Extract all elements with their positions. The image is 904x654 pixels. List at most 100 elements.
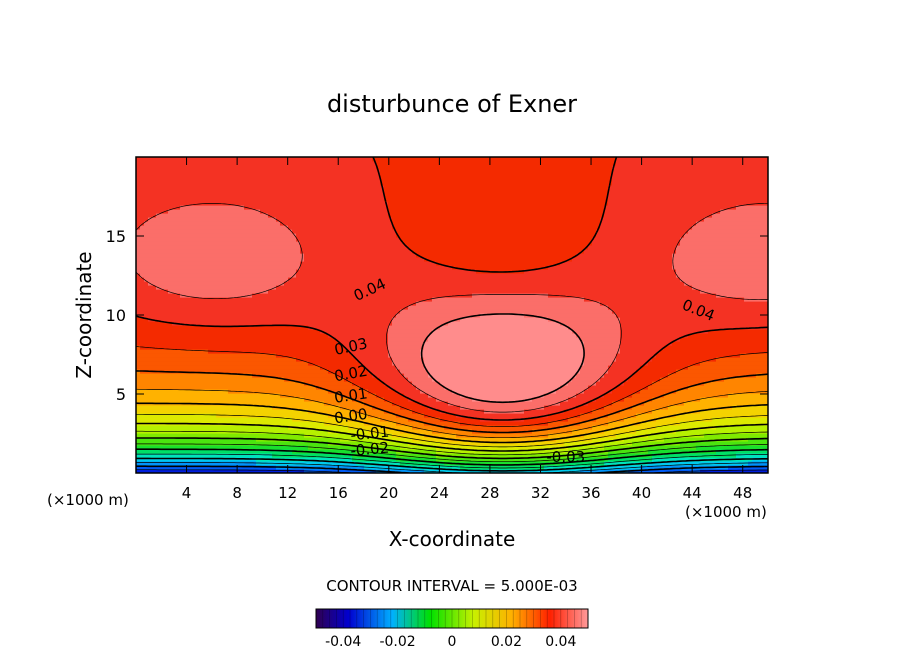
contour-cell [332, 381, 337, 386]
contour-cell [312, 165, 317, 170]
contour-cell [348, 185, 353, 190]
contour-cell [368, 377, 373, 382]
contour-cell [220, 365, 225, 370]
contour-cell [208, 281, 213, 286]
contour-cell [168, 365, 173, 370]
contour-cell [284, 301, 289, 306]
contour-cell [256, 273, 261, 278]
contour-cell [228, 397, 233, 402]
contour-cell [292, 297, 297, 302]
contour-cell [296, 341, 301, 346]
contour-cell [148, 465, 153, 470]
contour-cell [156, 469, 161, 473]
contour-cell [376, 313, 381, 318]
contour-cell [184, 265, 189, 270]
contour-cell [340, 341, 345, 346]
contour-cell [180, 185, 185, 190]
contour-cell [144, 269, 149, 274]
contour-cell [264, 353, 269, 358]
contour-cell [236, 381, 241, 386]
contour-cell [276, 389, 281, 394]
contour-cell [280, 373, 285, 378]
contour-cell [284, 245, 289, 250]
contour-cell [236, 185, 241, 190]
contour-cell [332, 317, 337, 322]
contour-cell [216, 425, 221, 430]
contour-cell [316, 177, 321, 182]
contour-cell [232, 361, 237, 366]
contour-cell [236, 285, 241, 290]
contour-cell [172, 269, 177, 274]
contour-cell [344, 261, 349, 266]
contour-cell [204, 433, 209, 438]
contour-cell [168, 177, 173, 182]
contour-cell [304, 189, 309, 194]
contour-cell [208, 265, 213, 270]
contour-cell [372, 181, 377, 186]
contour-cell [376, 441, 381, 446]
contour-cell [148, 301, 153, 306]
contour-cell [336, 193, 341, 198]
contour-cell [188, 193, 193, 198]
contour-cell [308, 393, 313, 398]
contour-cell [320, 377, 325, 382]
contour-cell [212, 381, 217, 386]
contour-cell [288, 269, 293, 274]
contour-cell [224, 169, 229, 174]
contour-cell [340, 409, 345, 414]
contour-cell [292, 253, 297, 258]
contour-cell [228, 249, 233, 254]
contour-cell [296, 437, 301, 442]
contour-cell [232, 369, 237, 374]
contour-cell [216, 241, 221, 246]
contour-cell [380, 301, 385, 306]
contour-cell [304, 193, 309, 198]
contour-cell [288, 249, 293, 254]
contour-cell [248, 201, 253, 206]
contour-cell [176, 233, 181, 238]
contour-cell [232, 445, 237, 450]
contour-cell [336, 173, 341, 178]
contour-cell [248, 305, 253, 310]
contour-cell [340, 373, 345, 378]
contour-cell [292, 397, 297, 402]
contour-cell [204, 441, 209, 446]
contour-cell [196, 169, 201, 174]
contour-cell [380, 225, 385, 230]
contour-cell [344, 277, 349, 282]
contour-cell [264, 357, 269, 362]
contour-cell [320, 345, 325, 350]
contour-cell [164, 321, 169, 326]
contour-cell [336, 401, 341, 406]
contour-cell [376, 261, 381, 266]
contour-cell [156, 213, 161, 218]
contour-cell [280, 385, 285, 390]
contour-cell [364, 321, 369, 326]
contour-cell [188, 169, 193, 174]
contour-cell [232, 269, 237, 274]
contour-cell [328, 421, 333, 426]
contour-cell [260, 165, 265, 170]
contour-cell [332, 409, 337, 414]
contour-cell [276, 217, 281, 222]
contour-cell [212, 345, 217, 350]
contour-cell [328, 261, 333, 266]
contour-cell [228, 425, 233, 430]
contour-cell [152, 425, 157, 430]
contour-cell [344, 425, 349, 430]
contour-cell [288, 317, 293, 322]
contour-cell [176, 393, 181, 398]
contour-cell [136, 309, 141, 314]
contour-cell [324, 177, 329, 182]
contour-cell [288, 357, 293, 362]
contour-cell [280, 445, 285, 450]
contour-cell [296, 373, 301, 378]
contour-cell [340, 305, 345, 310]
contour-cell [272, 241, 277, 246]
contour-cell [336, 309, 341, 314]
contour-cell [280, 169, 285, 174]
contour-cell [308, 317, 313, 322]
contour-cell [268, 277, 273, 282]
contour-cell [268, 165, 273, 170]
contour-cell [160, 329, 165, 334]
